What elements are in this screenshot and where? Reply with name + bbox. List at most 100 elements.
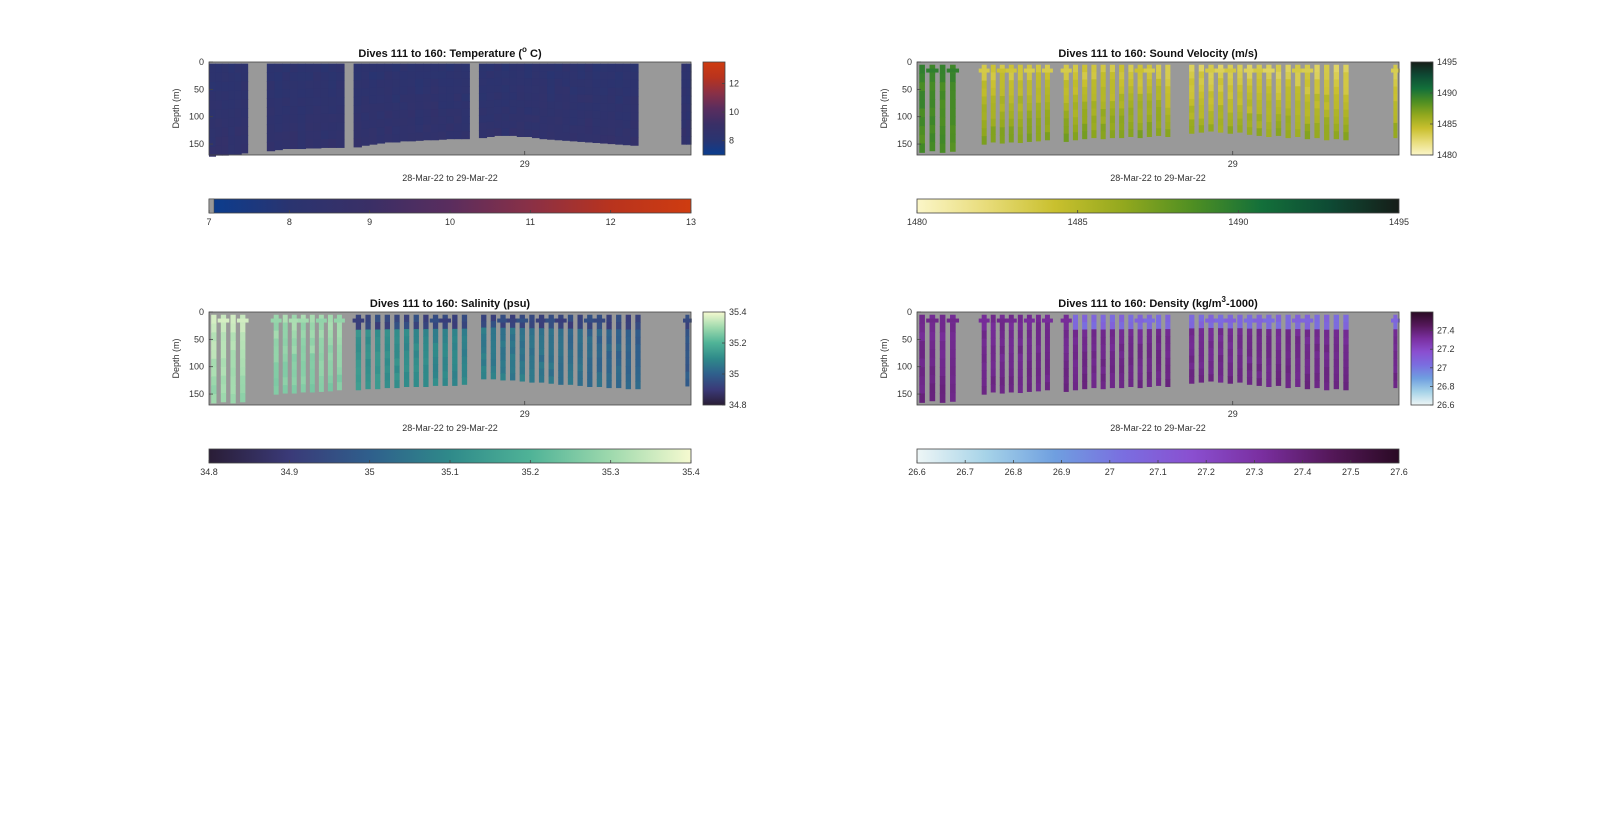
heatmap-cell bbox=[1189, 355, 1195, 364]
heatmap-cell bbox=[1314, 380, 1320, 389]
heatmap-cell bbox=[524, 70, 533, 79]
heatmap-cell bbox=[562, 117, 571, 126]
heatmap-cell bbox=[622, 79, 631, 89]
heatmap-cell bbox=[519, 321, 525, 329]
heatmap-cell bbox=[538, 328, 545, 336]
heatmap-cell bbox=[1023, 68, 1035, 73]
heatmap-cell bbox=[438, 86, 447, 95]
heatmap-cell bbox=[461, 93, 470, 102]
heatmap-cell bbox=[494, 113, 503, 122]
heatmap-cell bbox=[365, 366, 371, 375]
heatmap-cell bbox=[1343, 117, 1349, 126]
colorbar-tick-label: 35.2 bbox=[729, 338, 747, 348]
x-tick-label: 29 bbox=[1228, 159, 1238, 169]
heatmap-cell bbox=[403, 379, 410, 387]
heatmap-cell bbox=[548, 348, 554, 357]
heatmap-cell bbox=[220, 366, 227, 377]
heatmap-cell bbox=[297, 123, 306, 133]
heatmap-cell bbox=[1227, 335, 1233, 343]
colorbar-tick-label: 8 bbox=[729, 136, 734, 146]
heatmap-cell bbox=[241, 108, 249, 118]
heatmap-cell bbox=[1304, 131, 1311, 140]
heatmap-cell bbox=[569, 117, 578, 126]
heatmap-cell bbox=[592, 71, 601, 80]
heatmap-cell bbox=[376, 127, 386, 136]
heatmap-cell bbox=[1218, 341, 1224, 349]
heatmap-cell bbox=[1333, 366, 1339, 375]
heatmap-cell bbox=[355, 322, 362, 331]
heatmap-cell bbox=[531, 85, 541, 94]
heatmap-cell bbox=[615, 79, 624, 89]
heatmap-cell bbox=[241, 126, 249, 136]
heatmap-cell bbox=[228, 126, 236, 137]
heatmap-cell bbox=[562, 109, 571, 118]
heatmap-cell bbox=[1246, 356, 1253, 364]
heatmap-cell bbox=[919, 82, 925, 92]
heatmap-cell bbox=[1082, 101, 1088, 110]
heatmap-cell bbox=[999, 135, 1005, 144]
heatmap-cell bbox=[1100, 366, 1106, 375]
heatmap-cell bbox=[1128, 93, 1134, 102]
heatmap-cell bbox=[500, 327, 506, 335]
heatmap-cell bbox=[500, 360, 506, 368]
heatmap-cell bbox=[529, 361, 535, 370]
heatmap-cell bbox=[438, 116, 447, 125]
heatmap-cell bbox=[486, 78, 495, 87]
heatmap-cell bbox=[587, 321, 593, 330]
heatmap-cell bbox=[1256, 328, 1262, 337]
heatmap-cell bbox=[950, 332, 956, 342]
heatmap-cell bbox=[1100, 86, 1106, 95]
heatmap-cell bbox=[215, 127, 223, 138]
heatmap-cell bbox=[1137, 343, 1143, 352]
heatmap-cell bbox=[407, 71, 416, 80]
heatmap-cell bbox=[1304, 79, 1311, 88]
heatmap-cell bbox=[600, 103, 609, 112]
heatmap-cell bbox=[622, 112, 631, 121]
heatmap-cell bbox=[554, 86, 563, 95]
heatmap-cell bbox=[1146, 100, 1152, 109]
heatmap-cell bbox=[430, 124, 440, 133]
heatmap-cell bbox=[365, 381, 371, 390]
heatmap-cell bbox=[228, 144, 236, 155]
heatmap-cell bbox=[1189, 342, 1195, 350]
x-axis-label: 28-Mar-22 to 29-Mar-22 bbox=[402, 173, 498, 183]
heatmap-cell bbox=[1333, 314, 1339, 323]
bottom-colorbar: 7 8 9 10 11 12 13 bbox=[206, 198, 696, 227]
heatmap-cell bbox=[1119, 79, 1125, 88]
heatmap-cell bbox=[999, 80, 1005, 89]
heatmap-cell bbox=[950, 357, 956, 368]
heatmap-cell bbox=[539, 93, 548, 102]
heatmap-cell bbox=[432, 371, 439, 379]
heatmap-cell bbox=[635, 351, 641, 360]
heatmap-cell bbox=[392, 79, 401, 88]
heatmap-cell bbox=[1218, 98, 1224, 106]
heatmap-cell bbox=[1246, 363, 1253, 371]
heatmap-cell bbox=[1100, 123, 1106, 132]
heatmap-cell bbox=[313, 105, 322, 115]
heatmap-cell bbox=[562, 124, 571, 134]
heatmap-cell bbox=[209, 137, 217, 148]
heatmap-cell bbox=[1218, 71, 1224, 79]
heatmap-cell bbox=[531, 93, 541, 102]
heatmap-cell bbox=[318, 368, 324, 377]
heatmap-cell bbox=[486, 129, 495, 137]
heatmap-cell bbox=[990, 376, 996, 385]
heatmap-cell bbox=[567, 363, 574, 371]
heatmap-cell bbox=[1314, 115, 1320, 124]
axes-frame bbox=[208, 61, 692, 156]
heatmap-cell bbox=[1137, 358, 1143, 367]
heatmap-cell bbox=[1285, 101, 1291, 109]
heatmap-cell bbox=[929, 142, 936, 152]
heatmap-cell bbox=[1128, 321, 1134, 330]
heatmap-cell bbox=[1082, 131, 1088, 140]
heatmap-cell bbox=[548, 328, 554, 336]
heatmap-cell bbox=[1218, 78, 1224, 86]
heatmap-cell bbox=[554, 132, 563, 141]
heatmap-cell bbox=[1393, 115, 1398, 124]
heatmap-cell bbox=[516, 63, 525, 72]
heatmap-cell bbox=[234, 90, 242, 101]
heatmap-cell bbox=[990, 103, 996, 112]
heatmap-cell bbox=[1275, 107, 1282, 115]
heatmap-cell bbox=[1393, 358, 1398, 367]
heatmap-cell bbox=[558, 363, 564, 371]
